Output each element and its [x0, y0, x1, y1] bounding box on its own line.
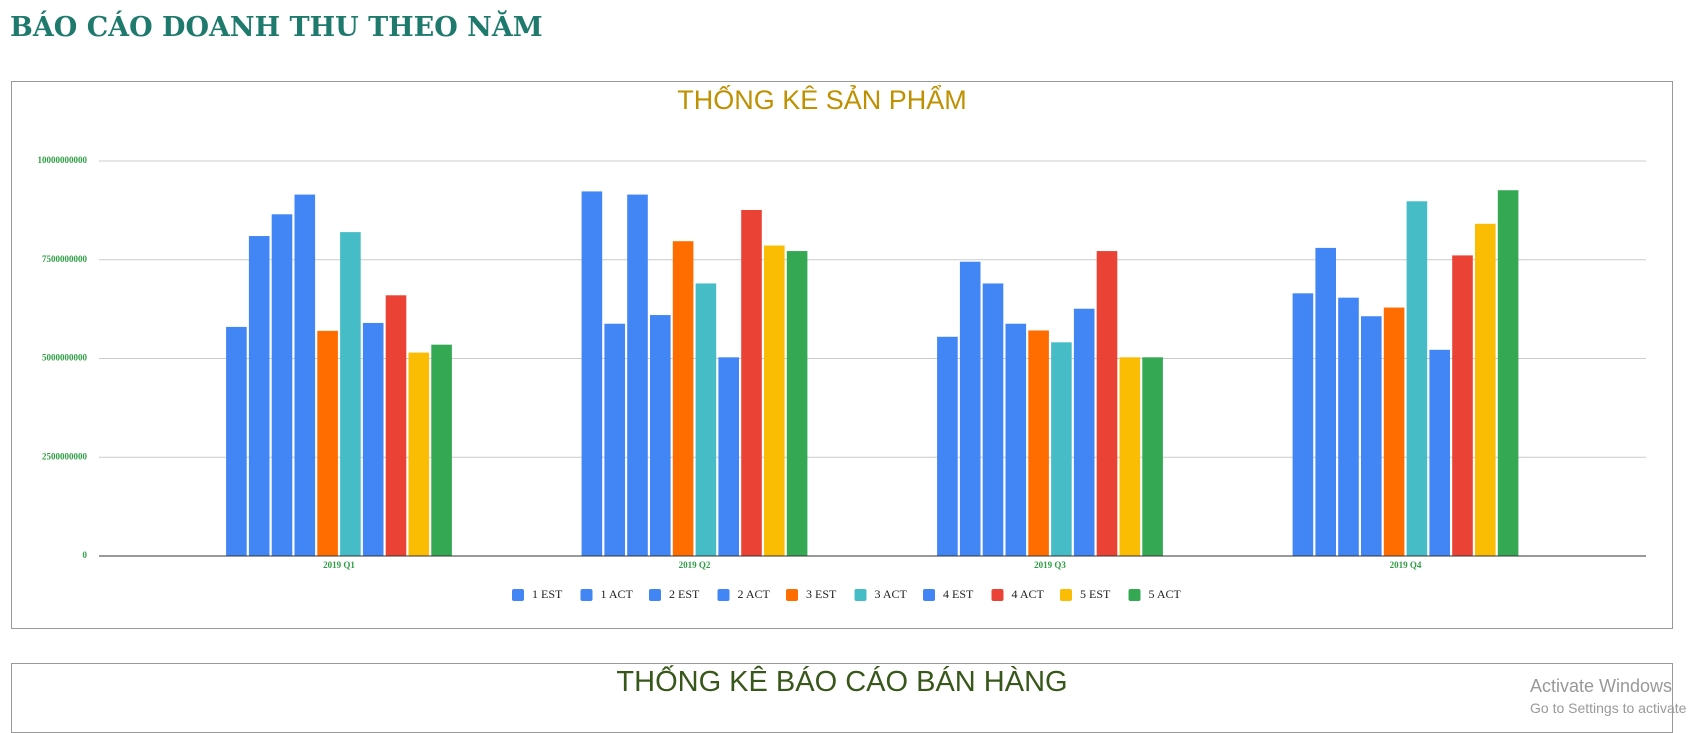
legend-label: 2 EST — [669, 587, 700, 601]
legend-swatch — [854, 589, 867, 601]
bar — [1119, 357, 1141, 556]
bar — [1005, 323, 1027, 556]
legend-swatch — [512, 589, 524, 601]
bar — [1142, 357, 1163, 556]
x-tick-label: 2019 Q3 — [1034, 560, 1066, 570]
bar — [718, 357, 739, 556]
bar — [1452, 255, 1473, 556]
bar — [786, 251, 808, 556]
x-tick-label: 2019 Q2 — [679, 560, 711, 570]
bar — [1475, 223, 1496, 556]
bar — [1429, 349, 1450, 556]
legend-label: 4 ACT — [1012, 587, 1045, 601]
bar — [294, 194, 316, 556]
watermark-line: Activate Windows — [1530, 676, 1673, 696]
bar — [695, 283, 717, 556]
bar — [1315, 247, 1336, 556]
x-tick-label: 2019 Q4 — [1390, 560, 1422, 570]
legend-label: 3 EST — [806, 587, 837, 601]
legend-swatch — [717, 589, 730, 601]
legend-swatch — [786, 589, 798, 601]
legend-label: 2 ACT — [738, 587, 771, 601]
bar — [385, 295, 407, 556]
bar — [1292, 293, 1314, 556]
y-tick-label: 7500000000 — [42, 254, 88, 264]
y-tick-label: 10000000000 — [38, 155, 88, 165]
chart-panel: THỐNG KÊ SẢN PHẨM 0 2500000000 5000000000 7… — [11, 81, 1673, 629]
chart-title: THỐNG KÊ SẢN PHẨM — [677, 83, 967, 115]
bar — [317, 330, 338, 556]
bar — [672, 241, 694, 556]
y-tick-label: 2500000000 — [42, 451, 88, 461]
bar — [226, 326, 247, 556]
legend-label: 3 ACT — [875, 587, 908, 601]
bar — [1028, 330, 1049, 556]
legend-label: 4 EST — [943, 587, 974, 601]
legend-label: 1 EST — [532, 587, 563, 601]
legend-label: 5 ACT — [1149, 587, 1182, 601]
bar — [362, 322, 384, 556]
legend-swatch — [923, 589, 935, 601]
bar — [1338, 297, 1359, 556]
bar — [581, 191, 603, 556]
bar — [248, 236, 270, 557]
bar — [271, 214, 293, 556]
y-tick-label: 5000000000 — [42, 353, 88, 363]
legend-label: 1 ACT — [601, 587, 634, 601]
legend-swatch — [991, 589, 1004, 601]
chart: THỐNG KÊ SẢN PHẨM 0 2500000000 5000000000 7… — [38, 83, 1646, 601]
bar — [340, 232, 361, 556]
bar — [1383, 307, 1405, 556]
watermark: Activate Windows Go to Settings to activ… — [1530, 676, 1686, 716]
bar — [604, 323, 625, 556]
chart-panel: THỐNG KÊ BÁO CÁO BÁN HÀNG — [11, 663, 1673, 733]
bar — [1096, 251, 1118, 556]
bar — [1361, 316, 1382, 556]
bar — [937, 336, 958, 556]
watermark-line: Go to Settings to activate — [1530, 700, 1687, 716]
bar — [408, 352, 430, 556]
legend-swatch — [1060, 589, 1072, 601]
bar — [741, 209, 762, 556]
section-title: THỐNG KÊ BÁO CÁO BÁN HÀNG — [616, 666, 1068, 698]
bar — [959, 261, 981, 556]
bar — [1406, 201, 1428, 556]
bar — [1497, 190, 1519, 556]
x-tick-label: 2019 Q1 — [323, 560, 355, 570]
bar — [1051, 342, 1072, 556]
bar — [764, 245, 785, 556]
bar — [982, 283, 1004, 556]
legend-swatch — [580, 589, 593, 601]
bar — [1073, 308, 1095, 556]
legend-label: 5 EST — [1080, 587, 1111, 601]
page-title: BÁO CÁO DOANH THU THEO NĂM — [10, 12, 543, 43]
y-tick-label: 0 — [83, 550, 88, 560]
bar — [431, 344, 452, 556]
legend-swatch — [649, 589, 661, 601]
bar — [627, 194, 648, 556]
legend-swatch — [1128, 589, 1141, 601]
bar — [650, 315, 671, 556]
